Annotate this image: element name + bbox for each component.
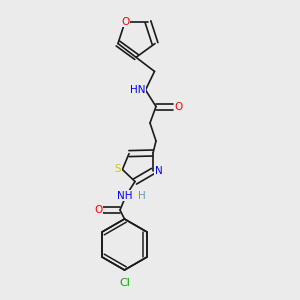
Text: NH: NH xyxy=(117,190,132,201)
Text: Cl: Cl xyxy=(119,278,130,287)
Text: S: S xyxy=(115,164,121,175)
Text: HN: HN xyxy=(130,85,146,95)
Text: N: N xyxy=(154,166,162,176)
Text: H: H xyxy=(138,190,146,201)
Text: O: O xyxy=(174,101,183,112)
Text: O: O xyxy=(94,205,102,215)
Text: O: O xyxy=(121,17,129,27)
